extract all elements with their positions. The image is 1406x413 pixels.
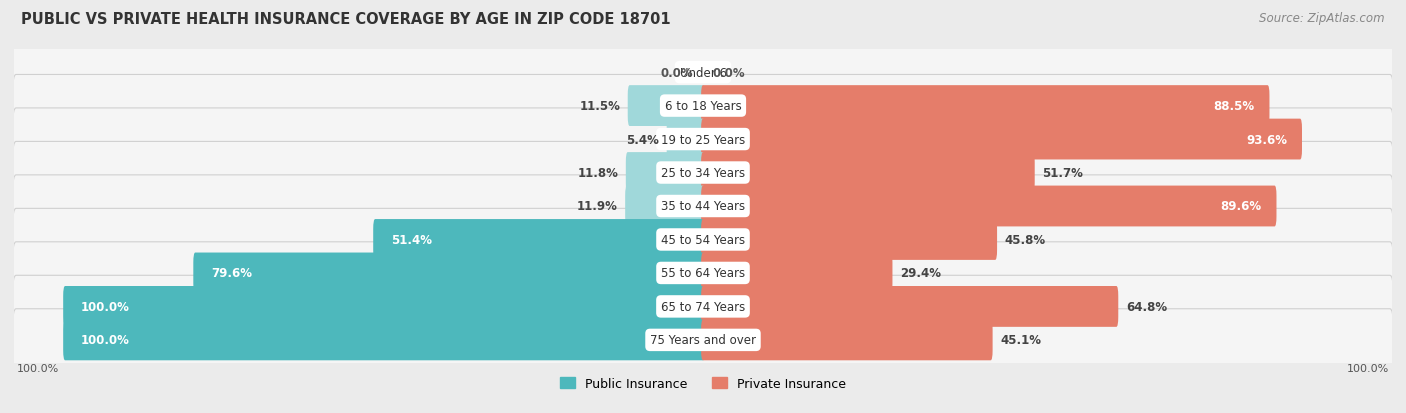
FancyBboxPatch shape (63, 320, 704, 361)
Text: 79.6%: 79.6% (211, 267, 252, 280)
FancyBboxPatch shape (702, 153, 1035, 193)
Text: 0.0%: 0.0% (661, 66, 693, 79)
FancyBboxPatch shape (373, 220, 704, 260)
Text: Source: ZipAtlas.com: Source: ZipAtlas.com (1260, 12, 1385, 25)
Text: PUBLIC VS PRIVATE HEALTH INSURANCE COVERAGE BY AGE IN ZIP CODE 18701: PUBLIC VS PRIVATE HEALTH INSURANCE COVER… (21, 12, 671, 27)
FancyBboxPatch shape (13, 176, 1393, 237)
Text: 35 to 44 Years: 35 to 44 Years (661, 200, 745, 213)
FancyBboxPatch shape (702, 320, 993, 361)
Text: 11.5%: 11.5% (579, 100, 620, 113)
Text: Under 6: Under 6 (679, 66, 727, 79)
FancyBboxPatch shape (13, 109, 1393, 171)
Text: 89.6%: 89.6% (1220, 200, 1261, 213)
FancyBboxPatch shape (666, 119, 704, 160)
Text: 45.8%: 45.8% (1005, 233, 1046, 247)
FancyBboxPatch shape (13, 242, 1393, 304)
Text: 6 to 18 Years: 6 to 18 Years (665, 100, 741, 113)
FancyBboxPatch shape (13, 209, 1393, 271)
Text: 93.6%: 93.6% (1246, 133, 1288, 146)
Text: 5.4%: 5.4% (626, 133, 659, 146)
FancyBboxPatch shape (63, 286, 704, 327)
FancyBboxPatch shape (13, 75, 1393, 138)
FancyBboxPatch shape (702, 286, 1118, 327)
FancyBboxPatch shape (702, 220, 997, 260)
Text: 45.1%: 45.1% (1000, 334, 1042, 347)
FancyBboxPatch shape (702, 186, 1277, 227)
Text: 100.0%: 100.0% (1347, 363, 1389, 373)
Text: 25 to 34 Years: 25 to 34 Years (661, 166, 745, 180)
Text: 75 Years and over: 75 Years and over (650, 334, 756, 347)
FancyBboxPatch shape (702, 86, 1270, 127)
Text: 64.8%: 64.8% (1126, 300, 1167, 313)
Text: 29.4%: 29.4% (900, 267, 941, 280)
Text: 11.9%: 11.9% (576, 200, 617, 213)
Text: 51.7%: 51.7% (1042, 166, 1083, 180)
Text: 100.0%: 100.0% (82, 334, 129, 347)
FancyBboxPatch shape (702, 253, 893, 294)
Legend: Public Insurance, Private Insurance: Public Insurance, Private Insurance (555, 372, 851, 395)
Text: 65 to 74 Years: 65 to 74 Years (661, 300, 745, 313)
FancyBboxPatch shape (13, 42, 1393, 104)
Text: 88.5%: 88.5% (1213, 100, 1254, 113)
Text: 100.0%: 100.0% (82, 300, 129, 313)
FancyBboxPatch shape (193, 253, 704, 294)
Text: 19 to 25 Years: 19 to 25 Years (661, 133, 745, 146)
FancyBboxPatch shape (13, 142, 1393, 204)
Text: 11.8%: 11.8% (578, 166, 619, 180)
FancyBboxPatch shape (702, 119, 1302, 160)
Text: 55 to 64 Years: 55 to 64 Years (661, 267, 745, 280)
FancyBboxPatch shape (13, 275, 1393, 338)
Text: 100.0%: 100.0% (17, 363, 59, 373)
FancyBboxPatch shape (626, 186, 704, 227)
Text: 45 to 54 Years: 45 to 54 Years (661, 233, 745, 247)
FancyBboxPatch shape (627, 86, 704, 127)
FancyBboxPatch shape (13, 309, 1393, 371)
FancyBboxPatch shape (626, 153, 704, 193)
Text: 51.4%: 51.4% (391, 233, 432, 247)
Text: 0.0%: 0.0% (713, 66, 745, 79)
